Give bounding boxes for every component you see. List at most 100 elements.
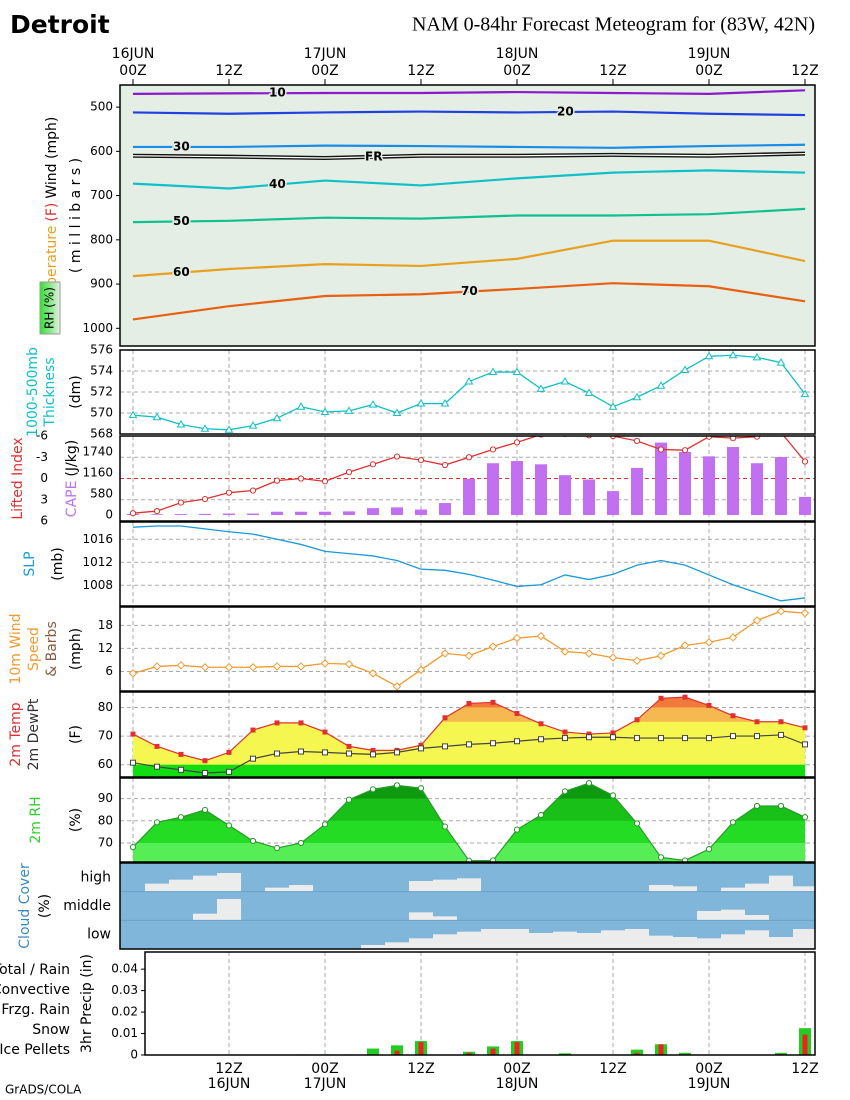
- cape-bar: [343, 511, 355, 515]
- marker: [800, 389, 810, 398]
- cloud-bar: [793, 929, 815, 949]
- cape-bar: [487, 463, 499, 515]
- marker: [729, 436, 737, 442]
- time-label: 12Z: [791, 1061, 818, 1077]
- panel-background: [145, 952, 815, 1055]
- legend-entry: Frzg. Rain: [1, 1002, 70, 1018]
- cape-bar: [199, 513, 211, 515]
- marker: [490, 699, 496, 705]
- panel-frame: [119, 521, 816, 607]
- time-date: 16JUN: [112, 46, 155, 62]
- panel-background: [120, 85, 815, 346]
- marker: [202, 758, 208, 764]
- precip-bar: [679, 1052, 691, 1055]
- marker: [562, 729, 568, 735]
- panel-frame: [119, 777, 816, 863]
- marker: [154, 743, 160, 749]
- marker: [656, 381, 666, 389]
- marker: [561, 788, 569, 795]
- y-tick-label: 574: [90, 364, 113, 378]
- panel-frame: [144, 951, 816, 1056]
- cape-bar: [367, 508, 379, 515]
- panel-label-part: Lifted Index: [10, 437, 26, 519]
- marker: [514, 738, 520, 745]
- marker: [200, 424, 210, 432]
- cape-bar: [223, 513, 235, 515]
- marker: [129, 510, 137, 517]
- y-tick-label: 80: [98, 700, 113, 714]
- time-label: 00Z: [311, 1061, 338, 1077]
- panel-label: (%): [68, 808, 84, 832]
- marker: [177, 499, 185, 506]
- marker: [418, 745, 424, 752]
- cape-bar: [751, 463, 763, 515]
- y-tick-label: -3: [36, 450, 48, 464]
- marker: [176, 661, 186, 670]
- panel-frame: [119, 435, 816, 522]
- panel-label-part: 2m RH: [28, 796, 44, 843]
- area: [133, 697, 805, 777]
- marker: [178, 751, 184, 757]
- marker: [321, 821, 329, 828]
- cloud-bar: [409, 881, 433, 892]
- marker: [417, 456, 425, 464]
- marker: [584, 649, 594, 658]
- marker: [392, 682, 402, 691]
- marker: [562, 735, 568, 742]
- panel-label: 3hr Precip (in): [79, 954, 95, 1053]
- time-date: 19JUN: [688, 46, 731, 62]
- marker: [658, 695, 664, 701]
- cape-bar: [727, 446, 739, 515]
- isotherm: [133, 143, 806, 149]
- y-tick-label: 0: [130, 1048, 138, 1062]
- panel-label-part: 2m DewPt: [26, 698, 42, 770]
- precip-bar: [775, 1052, 787, 1055]
- marker: [752, 616, 762, 625]
- cloud-bar: [505, 929, 529, 949]
- cape-bar: [415, 509, 427, 515]
- marker: [586, 734, 592, 741]
- time-label: 12Z: [215, 63, 242, 79]
- cloud-bar: [769, 875, 793, 892]
- panel-frame: [119, 84, 816, 347]
- cloud-bar: [457, 931, 481, 949]
- panel-label: Thickness: [42, 357, 58, 427]
- isotherm: [132, 110, 806, 117]
- panel-label: (F): [68, 725, 84, 744]
- panel-frame: [119, 606, 816, 692]
- cloud-bar: [433, 879, 457, 892]
- marker: [466, 741, 472, 748]
- y-tick-label: 0.03: [111, 983, 138, 997]
- marker: [320, 659, 330, 668]
- panel-label-part: SLP: [22, 551, 38, 576]
- cloud-bar: [769, 937, 793, 949]
- marker: [704, 351, 714, 360]
- marker: [272, 413, 282, 422]
- cloud-bar: [625, 929, 649, 949]
- time-date: 18JUN: [496, 46, 539, 62]
- marker: [416, 665, 426, 675]
- cape-bar: [559, 475, 571, 515]
- cloud-bar: [745, 883, 769, 892]
- y-tick-label: 576: [90, 343, 113, 357]
- marker: [152, 662, 162, 671]
- precip-bar: [631, 1049, 643, 1055]
- precip-bar: [802, 1034, 808, 1055]
- y-tick-label: 900: [90, 277, 113, 291]
- y-tick-label: 572: [90, 385, 113, 399]
- cloud-bar: [361, 945, 385, 949]
- y-tick-label: 6: [40, 514, 48, 528]
- cape-bar: [295, 511, 307, 515]
- marker: [200, 663, 210, 672]
- marker: [656, 651, 666, 660]
- cloud-bar: [409, 912, 433, 921]
- panel-label: 1000-500mb: [25, 347, 41, 437]
- marker: [441, 461, 449, 469]
- y-tick-label: 3: [40, 492, 48, 506]
- panel-label-part: (F): [44, 203, 60, 222]
- isotherm-label: 60: [173, 265, 190, 279]
- y-tick-label: 568: [90, 427, 113, 441]
- marker: [536, 384, 546, 392]
- panel-background: [120, 607, 815, 691]
- panel-label-part: 10m Wind: [8, 613, 24, 684]
